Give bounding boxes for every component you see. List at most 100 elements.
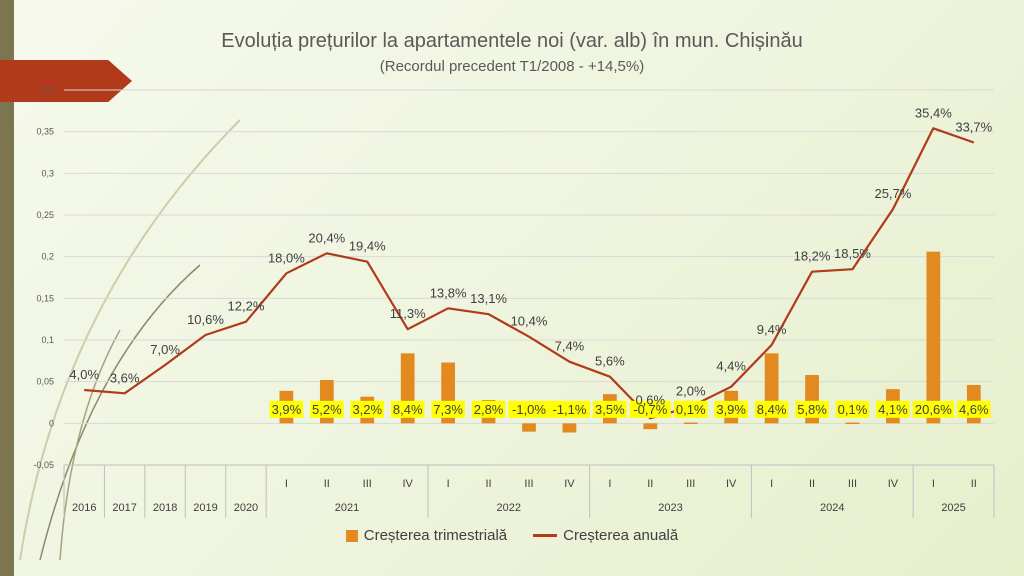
bar-label-highlight [754,400,789,418]
bar-data-label: -1,1% [552,402,586,417]
y-tick-label: 0 [49,418,54,428]
y-tick-label: 0,15 [36,293,54,303]
bar-label-highlight [350,400,385,418]
line-data-label: 18,2% [794,249,831,264]
x-tick-year: 2016 [72,502,96,514]
y-tick-label: 0,1 [41,335,54,345]
bar-quarterly [683,422,698,424]
bar-label-highlight [795,400,829,418]
bar-label-highlight [310,400,344,418]
x-tick-year: 2025 [941,502,965,514]
line-data-label: 10,4% [511,314,548,329]
line-data-label: 33,7% [955,120,992,135]
bar-label-highlight [629,400,671,418]
x-tick-quarter: II [809,478,815,490]
bar-data-label: 8,4% [393,402,423,417]
x-tick-quarter: I [608,478,611,490]
y-tick-label: 0,3 [41,168,54,178]
line-data-label: 12,2% [228,299,265,314]
bar-label-highlight [673,400,708,418]
bar-label-highlight [714,400,748,418]
left-decor-bar [0,0,14,576]
x-tick-year: 2022 [497,502,521,514]
bar-label-highlight [912,400,954,418]
legend-swatch-bar [345,529,358,542]
x-tick-quarter: IV [564,478,575,490]
line-data-label: 2,0% [676,384,706,399]
legend-item-annual: Creșterea anuală [533,527,678,544]
line-data-label: 7,0% [150,342,180,357]
x-tick-quarter: I [770,478,773,490]
x-tick-year: 2017 [112,502,136,514]
line-data-label: 25,7% [874,186,911,201]
y-tick-label: 0,25 [36,210,54,220]
bar-data-label: 4,1% [878,402,908,417]
x-tick-quarter: II [971,478,977,490]
legend-swatch-line [533,534,558,537]
x-tick-year: 2019 [193,502,217,514]
x-tick-year: 2018 [153,502,177,514]
legend-item-quarterly: Creșterea trimestrială [345,527,508,544]
x-tick-year: 2023 [658,502,682,514]
bar-data-label: 2,8% [474,402,504,417]
x-tick-quarter: I [447,478,450,490]
bar-label-highlight [876,400,910,418]
bar-data-label: 4,6% [959,402,989,417]
line-annual [84,127,975,420]
chart-legend: Creșterea trimestrială Creșterea anuală [0,527,1024,544]
bar-label-highlight [956,400,991,418]
bar-data-label: 5,2% [312,402,342,417]
line-data-label: 20,4% [308,230,345,245]
y-tick-label: 0,2 [41,252,54,262]
decor-curve [59,329,121,561]
x-tick-quarter: III [524,478,533,490]
bar-data-label: 7,3% [433,402,463,417]
x-tick-quarter: IV [726,478,737,490]
decor-curve [19,119,241,561]
x-tick-quarter: III [363,478,372,490]
x-tick-quarter: I [932,478,935,490]
bar-data-label: 3,5% [595,402,625,417]
bar-quarterly [845,422,860,424]
x-tick-quarter: III [686,478,695,490]
bar-data-label: 5,8% [797,402,827,417]
bar-label-highlight [548,400,590,418]
bar-quarterly [643,423,658,430]
title-ribbon-decor [0,60,132,102]
x-tick-year: 2020 [234,502,258,514]
line-data-label: 19,4% [349,239,386,254]
line-data-label: 4,4% [716,359,746,374]
line-data-label: 5,6% [595,354,625,369]
bar-data-label: 8,4% [757,402,787,417]
x-tick-quarter: II [647,478,653,490]
line-data-label: 3,6% [110,370,140,385]
bar-data-label: 0,1% [676,402,706,417]
bar-quarterly [562,423,577,433]
line-data-label: 7,4% [555,339,585,354]
y-tick-label: -0,05 [33,460,54,470]
line-data-label: 10,6% [187,312,224,327]
line-data-label: 35,4% [915,105,952,120]
line-data-label: 0,6% [635,392,665,407]
bar-data-label: -0,7% [633,402,667,417]
bar-label-highlight [508,400,550,418]
bar-label-highlight [835,400,870,418]
line-data-label: 13,1% [470,291,507,306]
line-data-label: 11,3% [390,306,426,321]
legend-label-quarterly: Creșterea trimestrială [363,527,508,544]
line-data-label: 4,0% [69,367,99,382]
x-tick-year: 2024 [820,502,844,514]
bar-data-label: 3,2% [352,402,382,417]
decor-curve [39,264,201,561]
bar-data-label: 0,1% [838,402,868,417]
x-tick-quarter: II [324,478,330,490]
bar-data-label: 3,9% [272,402,302,417]
x-tick-quarter: III [848,478,857,490]
y-tick-label: 0,05 [36,377,54,387]
x-tick-year: 2021 [335,502,359,514]
bar-label-highlight [593,400,627,418]
chart-title: Evoluția prețurilor la apartamentele noi… [221,30,803,52]
x-tick-quarter: I [285,478,288,490]
line-data-label: 18,0% [268,250,305,265]
